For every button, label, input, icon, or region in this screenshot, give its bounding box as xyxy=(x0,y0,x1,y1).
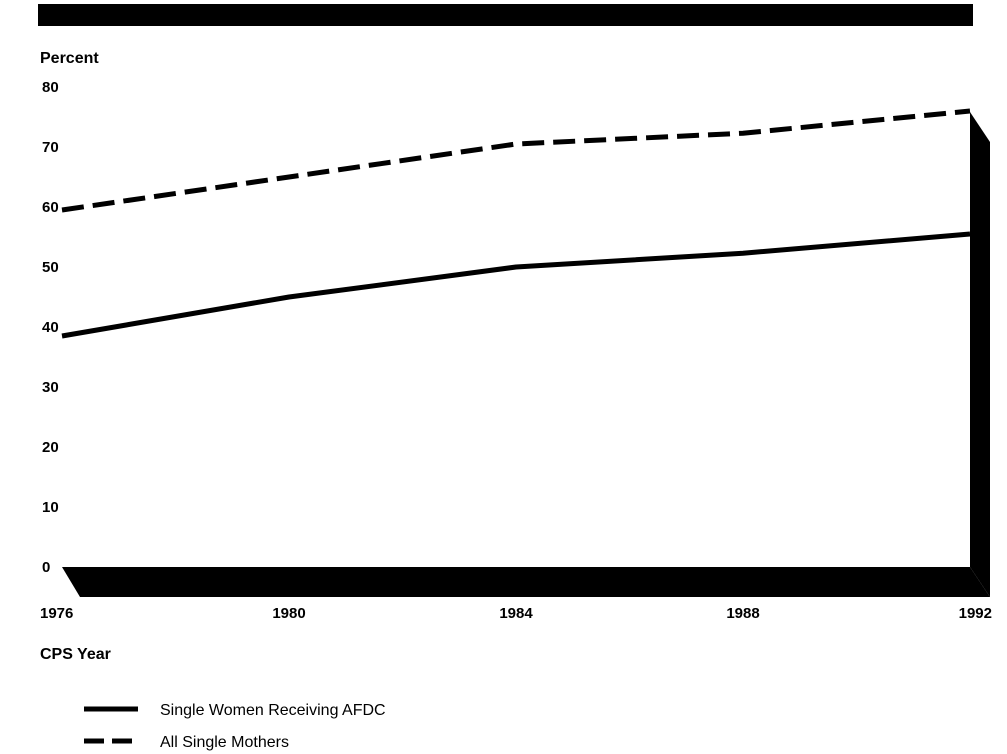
y-tick-labels: 0 10 20 30 40 50 60 70 80 xyxy=(42,79,59,576)
top-bar xyxy=(38,4,973,26)
y-tick-label: 60 xyxy=(42,199,59,216)
legend-label-all-single-mothers: All Single Mothers xyxy=(160,734,289,751)
legend: Single Women Receiving AFDC All Single M… xyxy=(84,702,386,751)
y-axis-title: Percent xyxy=(40,50,99,67)
series-line-afdc xyxy=(61,231,971,339)
x-tick-label: 1980 xyxy=(272,605,305,622)
series-line-all-single-mothers xyxy=(61,108,971,213)
x-tick-label: 1984 xyxy=(499,605,533,622)
series-lines xyxy=(61,108,971,339)
chart-right-wall xyxy=(970,112,990,597)
y-tick-label: 30 xyxy=(42,379,59,396)
x-tick-label: 1988 xyxy=(726,605,759,622)
x-tick-labels: 1976 1980 1984 1988 1992 xyxy=(40,605,992,622)
y-tick-label: 10 xyxy=(42,499,59,516)
chart-floor xyxy=(62,567,990,597)
x-axis-title: CPS Year xyxy=(40,646,111,663)
y-tick-label: 70 xyxy=(42,139,59,156)
x-tick-label: 1976 xyxy=(40,605,73,622)
y-tick-label: 50 xyxy=(42,259,59,276)
x-tick-label: 1992 xyxy=(959,605,992,622)
y-tick-label: 20 xyxy=(42,439,59,456)
y-tick-label: 40 xyxy=(42,319,59,336)
legend-label-afdc: Single Women Receiving AFDC xyxy=(160,702,386,719)
y-tick-label: 80 xyxy=(42,79,59,96)
y-tick-label: 0 xyxy=(42,559,50,576)
